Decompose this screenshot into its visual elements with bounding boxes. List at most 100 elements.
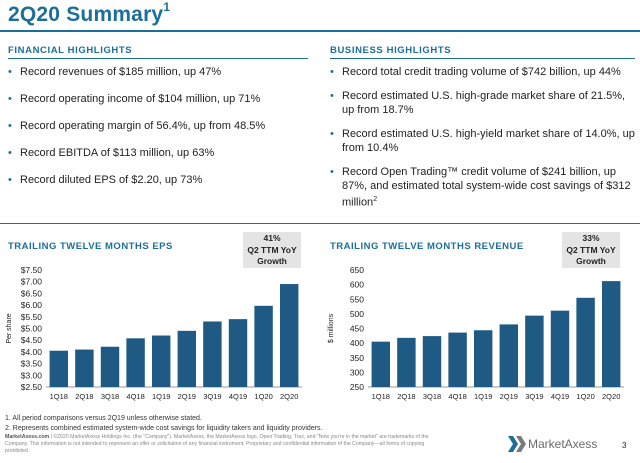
eps-x-tick-label: 3Q19	[203, 392, 221, 401]
business-highlight-item: Record estimated U.S. high-yield market …	[330, 127, 635, 155]
title-divider	[0, 30, 640, 32]
business-highlights-heading: BUSINESS HIGHLIGHTS	[330, 45, 452, 56]
revenue-growth-label: Q2 TTM YoY	[566, 244, 616, 255]
footnotes: 1. All period comparisons versus 2Q19 un…	[5, 414, 322, 434]
eps-bar-1q19	[151, 335, 171, 387]
revenue-bar-2q20	[601, 281, 621, 387]
eps-y-tick-label: $6.50	[21, 288, 43, 298]
eps-growth-label: Q2 TTM YoY	[247, 244, 297, 255]
eps-y-tick-label: $7.00	[21, 277, 43, 287]
eps-y-tick-label: $3.50	[21, 359, 43, 369]
business-highlights-list: Record total credit trading volume of $7…	[330, 65, 635, 210]
financial-heading-rule	[8, 58, 308, 59]
revenue-x-tick-label: 2Q20	[602, 392, 620, 401]
revenue-x-tick-label: 2Q18	[397, 392, 415, 401]
financial-highlight-item: Record diluted EPS of $2.20, up 73%	[8, 173, 308, 187]
eps-y-tick-label: $7.50	[21, 265, 43, 275]
revenue-bar-chart: 250 300 350 400 450 500 550 600 650 $ millions 1Q1…	[328, 265, 624, 401]
footnote-1: 1. All period comparisons versus 2Q19 un…	[5, 415, 202, 422]
marketaxess-logo: MarketAxess	[508, 436, 600, 452]
revenue-growth-badge: 33% Q2 TTM YoY Growth	[562, 232, 620, 268]
revenue-x-tick-label: 1Q18	[372, 392, 390, 401]
eps-y-tick-label: $5.50	[21, 312, 43, 322]
revenue-y-tick-label: 450	[350, 324, 364, 334]
eps-growth-value: 41%	[263, 233, 281, 243]
financial-highlight-item: Record operating income of $104 million,…	[8, 92, 308, 106]
revenue-growth-suffix: Growth	[576, 256, 606, 266]
eps-y-tick-label: $4.50	[21, 335, 43, 345]
revenue-y-tick-label: 550	[350, 294, 364, 304]
eps-bar-4q19	[228, 319, 248, 387]
revenue-x-tick-label: 2Q19	[500, 392, 518, 401]
revenue-bar-3q19	[525, 315, 544, 387]
financial-highlight-item: Record operating margin of 56.4%, up fro…	[8, 119, 308, 133]
eps-y-tick-label: $2.50	[21, 382, 43, 392]
revenue-x-tick-label: 3Q18	[423, 392, 441, 401]
revenue-bar-4q18	[448, 332, 467, 387]
eps-bar-4q18	[126, 338, 145, 387]
eps-x-tick-label: 1Q18	[50, 392, 68, 401]
footnote-2: 2. Represents combined estimated system-…	[5, 425, 323, 432]
revenue-y-tick-label: 300	[350, 367, 364, 377]
eps-x-tick-label: 4Q19	[229, 392, 247, 401]
revenue-bar-2q19	[499, 324, 519, 387]
page-title: 2Q20 Summary1	[8, 0, 171, 26]
revenue-x-tick-label: 4Q18	[448, 392, 466, 401]
revenue-y-tick-label: 350	[350, 353, 364, 363]
eps-bar-1q20	[254, 305, 273, 387]
business-highlight-item: Record estimated U.S. high-grade market …	[330, 89, 635, 117]
title-footnote-marker: 1	[163, 0, 171, 14]
eps-x-tick-label: 1Q20	[254, 392, 272, 401]
legal-text: | ©2020 MarketAxess Holdings Inc. (the "…	[5, 434, 429, 454]
revenue-x-tick-label: 1Q19	[474, 392, 492, 401]
revenue-y-tick-label: 650	[350, 265, 364, 275]
financial-highlight-item: Record revenues of $185 million, up 47%	[8, 65, 308, 79]
eps-bar-2q19	[177, 330, 197, 387]
revenue-x-tick-label: 4Q19	[551, 392, 569, 401]
revenue-chart-title: TRAILING TWELVE MONTHS REVENUE	[330, 241, 524, 252]
eps-growth-badge: 41% Q2 TTM YoY Growth	[243, 232, 301, 268]
eps-bar-chart: $2.50 $3.00$3.50 $4.00 $4.50$5.00 $5.50 $6.00…	[6, 265, 302, 401]
eps-bar-2q18	[75, 349, 94, 387]
revenue-bar-1q19	[473, 330, 493, 387]
eps-x-tick-label: 1Q19	[152, 392, 170, 401]
revenue-growth-value: 33%	[582, 233, 600, 243]
eps-x-tick-label: 2Q18	[75, 392, 93, 401]
revenue-bar-1q18	[371, 341, 391, 387]
revenue-y-tick-label: 500	[350, 309, 364, 319]
legal-disclaimer: MarketAxess.com | ©2020 MarketAxess Hold…	[5, 434, 435, 454]
eps-x-tick-label: 4Q18	[126, 392, 144, 401]
eps-bar-2q20	[279, 284, 299, 387]
eps-y-axis-label: Per share	[6, 313, 13, 343]
eps-x-tick-label: 2Q19	[178, 392, 196, 401]
business-highlight-item: Record total credit trading volume of $7…	[330, 65, 635, 79]
eps-x-tick-label: 2Q20	[280, 392, 298, 401]
page-number: 3	[622, 441, 627, 450]
eps-bar-3q18	[100, 346, 120, 387]
revenue-y-tick-label: 400	[350, 338, 364, 348]
revenue-bar-2q18	[397, 337, 416, 387]
financial-highlights-list: Record revenues of $185 million, up 47% R…	[8, 65, 308, 187]
marketaxess-x-icon	[508, 436, 526, 452]
revenue-y-tick-label: 600	[350, 280, 364, 290]
eps-y-tick-label: $4.00	[21, 347, 43, 357]
revenue-y-tick-label: 250	[350, 382, 364, 392]
revenue-bar-1q20	[576, 297, 595, 387]
eps-y-tick-label: $5.00	[21, 324, 43, 334]
revenue-x-tick-label: 1Q20	[576, 392, 594, 401]
eps-x-tick-label: 3Q18	[101, 392, 119, 401]
eps-bar-1q18	[49, 350, 69, 387]
financial-highlight-item: Record EBITDA of $113 million, up 63%	[8, 146, 308, 160]
eps-bar-3q19	[203, 321, 222, 387]
eps-y-tick-label: $3.00	[21, 370, 43, 380]
revenue-bar-3q18	[422, 336, 442, 387]
eps-chart-title: TRAILING TWELVE MONTHS EPS	[8, 241, 173, 252]
eps-growth-suffix: Growth	[257, 256, 287, 266]
eps-y-tick-label: $6.00	[21, 300, 43, 310]
legal-brand: MarketAxess.com	[5, 434, 50, 440]
financial-highlights-heading: FINANCIAL HIGHLIGHTS	[8, 45, 133, 56]
logo-wordmark: MarketAxess	[528, 437, 598, 451]
revenue-y-axis-label: $ millions	[328, 313, 335, 343]
footnote-marker: 2	[373, 196, 378, 203]
section-divider	[0, 223, 640, 224]
